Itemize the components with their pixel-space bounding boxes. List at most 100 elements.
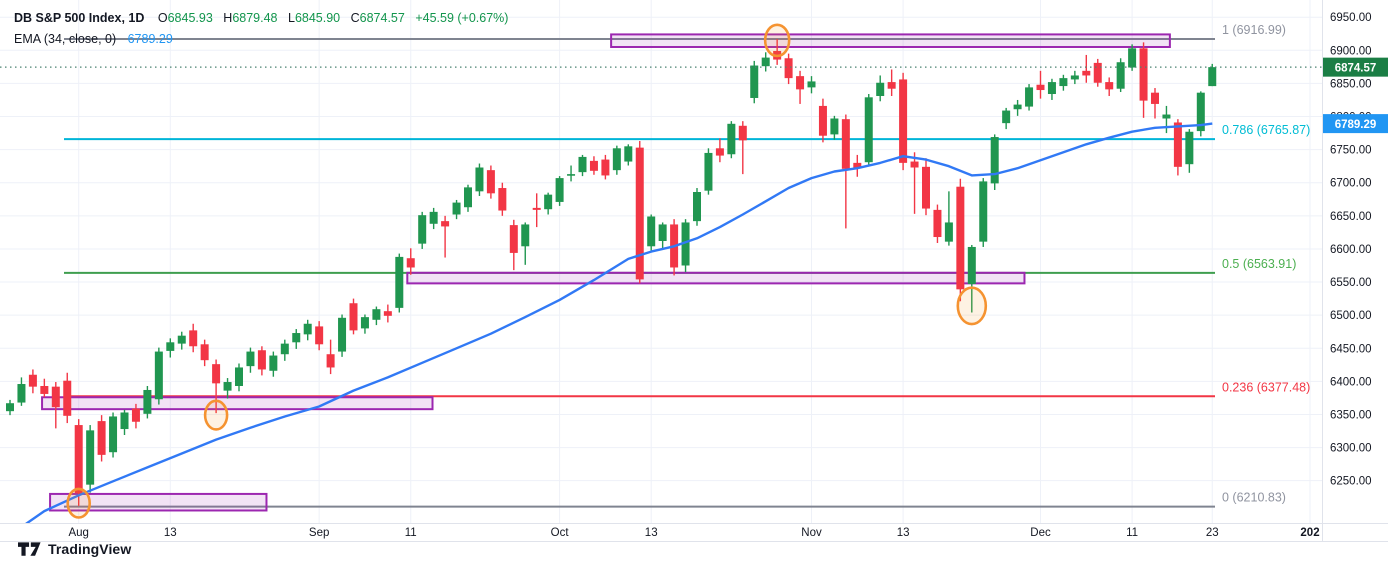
- svg-text:6950.00: 6950.00: [1330, 12, 1372, 24]
- ema-indicator-value: 6789.29: [127, 32, 173, 46]
- svg-text:0 (6210.83): 0 (6210.83): [1222, 491, 1286, 505]
- candle: [246, 347, 255, 373]
- candle: [647, 214, 656, 252]
- candle: [74, 419, 83, 506]
- candle: [51, 382, 60, 429]
- candle: [177, 331, 186, 350]
- candle: [967, 244, 976, 313]
- candle: [131, 403, 140, 429]
- candle: [349, 298, 358, 335]
- legend: DB S&P 500 Index, 1D O6845.93 H6879.48 L…: [14, 8, 508, 50]
- candle: [544, 192, 553, 215]
- candle: [704, 148, 713, 195]
- candle: [1105, 77, 1114, 96]
- candle: [1002, 107, 1011, 130]
- candle: [223, 378, 232, 399]
- svg-text:6350.00: 6350.00: [1330, 409, 1372, 421]
- candle: [1047, 78, 1056, 100]
- candle: [257, 346, 266, 376]
- open-value: O6845.93: [157, 11, 213, 25]
- tradingview-watermark[interactable]: TradingView: [18, 541, 131, 557]
- candle: [944, 191, 953, 246]
- candle: [383, 304, 392, 323]
- close-value: C6874.57: [350, 11, 405, 25]
- candle: [1082, 54, 1091, 83]
- candle: [830, 115, 839, 140]
- candle: [406, 248, 415, 275]
- tradingview-logo-icon: [18, 541, 41, 556]
- candle: [899, 72, 908, 171]
- candle: [1196, 91, 1205, 137]
- candle: [372, 306, 381, 326]
- candle: [235, 363, 243, 392]
- price-axis[interactable]: 6950.006900.006850.006800.006750.006700.…: [1323, 12, 1388, 488]
- candle: [876, 75, 885, 102]
- candle: [1162, 105, 1171, 134]
- candle: [498, 182, 507, 216]
- svg-text:6400.00: 6400.00: [1330, 376, 1372, 388]
- candle: [315, 321, 324, 351]
- svg-text:6550.00: 6550.00: [1330, 277, 1372, 289]
- candle: [338, 314, 347, 357]
- candle: [97, 415, 106, 462]
- candle: [1070, 70, 1079, 85]
- plot-area[interactable]: [0, 23, 1322, 535]
- aug-retest-marker: [203, 399, 229, 431]
- candle: [86, 425, 95, 493]
- highlight-zones[interactable]: [41, 33, 1171, 512]
- candle: [1185, 129, 1194, 173]
- candle: [807, 76, 816, 94]
- svg-text:Sep: Sep: [309, 527, 329, 539]
- svg-text:13: 13: [897, 527, 910, 539]
- candle: [303, 319, 312, 341]
- candle: [418, 211, 427, 249]
- last-price-badge: 6874.57: [1323, 57, 1388, 77]
- candle: [475, 163, 484, 196]
- svg-text:6850.00: 6850.00: [1330, 78, 1372, 90]
- candle: [1059, 74, 1068, 91]
- candle: [635, 141, 644, 284]
- svg-text:6650.00: 6650.00: [1330, 211, 1372, 223]
- change-value: +45.59 (+0.67%): [415, 11, 509, 25]
- legend-symbol-row: DB S&P 500 Index, 1D O6845.93 H6879.48 L…: [14, 8, 508, 29]
- candle: [63, 372, 72, 424]
- candle: [624, 144, 633, 166]
- circle-markers[interactable]: [66, 23, 988, 519]
- svg-text:11: 11: [1126, 527, 1138, 539]
- candle: [922, 158, 930, 216]
- candle: [212, 359, 221, 414]
- svg-text:0.786 (6765.87): 0.786 (6765.87): [1222, 123, 1310, 137]
- svg-text:Aug: Aug: [68, 527, 88, 539]
- svg-text:Nov: Nov: [801, 527, 822, 539]
- candle: [1093, 58, 1102, 87]
- candle: [578, 154, 587, 177]
- svg-text:0.5 (6563.91): 0.5 (6563.91): [1222, 257, 1296, 271]
- candle: [658, 222, 667, 249]
- symbol-title[interactable]: DB S&P 500 Index, 1D: [14, 11, 145, 25]
- candle: [715, 138, 724, 163]
- time-axis[interactable]: Aug 13 Sep 11 Oct 13 Nov 13 Dec 11 23 202: [68, 527, 1319, 539]
- candle: [452, 199, 461, 220]
- svg-text:11: 11: [405, 527, 417, 539]
- candle: [109, 412, 118, 458]
- candle: [818, 98, 827, 143]
- oct-high-marker: [763, 23, 791, 58]
- candle: [864, 94, 873, 167]
- candle: [532, 193, 541, 228]
- candle: [1025, 84, 1034, 111]
- candle: [40, 378, 49, 398]
- svg-text:6789.29: 6789.29: [1335, 119, 1377, 131]
- demand-zone-low: [49, 492, 268, 512]
- svg-text:13: 13: [645, 527, 658, 539]
- candle: [1139, 42, 1148, 118]
- candle: [1116, 58, 1125, 93]
- candle: [589, 156, 598, 175]
- candle: [681, 219, 690, 273]
- svg-text:202: 202: [1300, 527, 1319, 539]
- low-value: L6845.90: [287, 11, 341, 25]
- ema-indicator-label[interactable]: EMA (34, close, 0): [14, 32, 117, 46]
- candle: [1128, 44, 1137, 71]
- ema-line[interactable]: [10, 122, 1213, 535]
